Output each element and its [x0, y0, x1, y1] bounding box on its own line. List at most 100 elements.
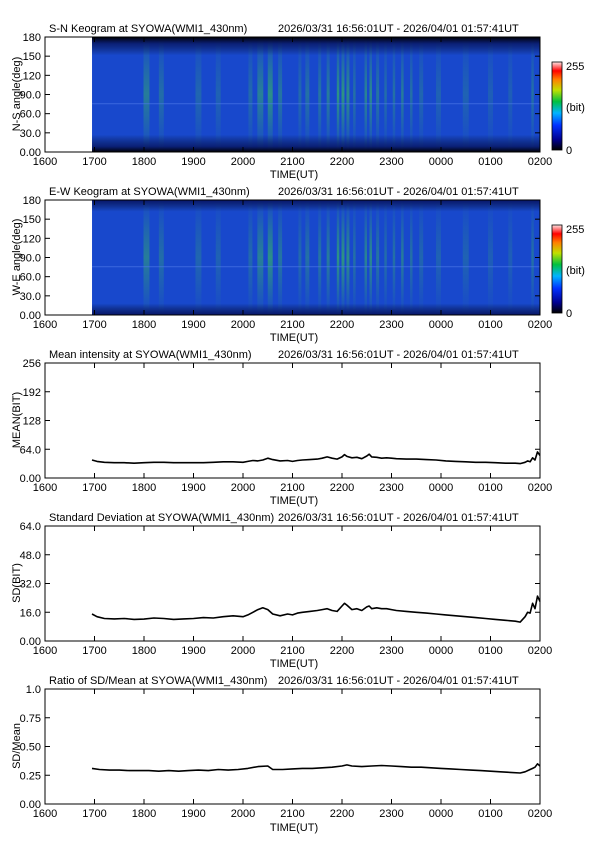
mean-intensity-x-tick-label: 2000	[231, 482, 255, 494]
mean-intensity-x-tick-label: 1700	[82, 482, 106, 494]
std-dev-y-tick-label: 48.0	[20, 550, 41, 562]
ew-keogram-x-tick-label: 2300	[379, 319, 403, 331]
ratio-x-tick-label: 0200	[528, 808, 552, 820]
ratio-x-tick-label: 2000	[231, 808, 255, 820]
sn-keogram-image	[92, 37, 541, 152]
sn-keogram-y-tick-label: 90.0	[20, 90, 41, 102]
ratio-x-tick-label: 2200	[330, 808, 354, 820]
ew-keogram-x-tick-label: 2100	[280, 319, 304, 331]
sn-keogram-y-tick-label: 60.0	[20, 109, 41, 121]
std-dev-ylabel: SD(BIT)	[11, 563, 23, 603]
mean-intensity-y-tick-label: 192	[23, 387, 41, 399]
std-dev-x-tick-label: 0000	[429, 645, 453, 657]
std-dev-series	[91, 595, 541, 623]
std-dev-y-tick-label: 64.0	[20, 521, 41, 533]
sn-colorbar-unit: (bit)	[566, 102, 585, 114]
ew-keogram-x-tick-label: 0000	[429, 319, 453, 331]
ew-keogram-edge-shading	[92, 200, 541, 315]
ew-keogram-y-tick-label: 60.0	[20, 272, 41, 284]
mean-intensity-title: Mean intensity at SYOWA(WMI1_430nm)	[49, 349, 252, 361]
ratio-ylabel: SD/Mean	[11, 723, 23, 769]
std-dev-y-tick-label: 32.0	[20, 579, 41, 591]
ratio-y-tick-label: 0.75	[20, 713, 41, 725]
std-dev-x-tick-label: 1600	[33, 645, 57, 657]
mean-intensity-x-tick-label: 0200	[528, 482, 552, 494]
sn-keogram-ylabel: N-S angle(deg)	[11, 57, 23, 132]
sn-keogram-y-tick-label: 150	[23, 51, 41, 63]
sn-keogram: S-N Keogram at SYOWA(WMI1_430nm) 2026/03…	[11, 23, 585, 168]
sn-keogram-x-tick-label: 0000	[429, 156, 453, 168]
ratio-x-tick-label: 1900	[181, 808, 205, 820]
std-dev-x-tick-label: 2100	[280, 645, 304, 657]
mean-intensity-y-tick-label: 64.0	[20, 444, 41, 456]
mean-intensity-x-tick-label: 0000	[429, 482, 453, 494]
ratio-x-tick-label: 1600	[33, 808, 57, 820]
std-dev-x-tick-label: 0200	[528, 645, 552, 657]
ew-keogram-x-tick-label: 2200	[330, 319, 354, 331]
sn-keogram-x-tick-label: 2300	[379, 156, 403, 168]
ew-keogram-y-tick-label: 90.0	[20, 253, 41, 265]
sn-keogram-x-tick-label: 1900	[181, 156, 205, 168]
std-dev-y-ticks: 0.00 16.0 32.0 48.0 64.0	[20, 521, 540, 648]
sn-keogram-y-tick-label: 180	[23, 32, 41, 44]
ew-keogram-x-tick-label: 2000	[231, 319, 255, 331]
ew-keogram-ylabel: W-E angle(deg)	[11, 219, 23, 296]
sn-colorbar-max: 255	[566, 61, 584, 73]
ratio-series	[91, 762, 541, 774]
std-dev-x-tick-label: 1900	[181, 645, 205, 657]
mean-intensity-chart: Mean intensity at SYOWA(WMI1_430nm) 2026…	[11, 349, 552, 507]
ew-keogram-x-tick-label: 1800	[132, 319, 156, 331]
sn-keogram-xlabel: TIME(UT)	[270, 169, 318, 181]
std-dev-y-tick-label: 16.0	[20, 607, 41, 619]
ratio-y-ticks: 0.00 0.25 0.50 0.75 1.0	[20, 684, 540, 811]
ew-keogram-image	[92, 200, 541, 315]
mean-intensity-y-ticks: 0.00 64.0 128 192 256	[20, 358, 540, 485]
ew-keogram-xlabel: TIME(UT)	[270, 332, 318, 344]
mean-intensity-x-tick-label: 1900	[181, 482, 205, 494]
std-dev-line	[91, 595, 541, 623]
ew-keogram-y-tick-label: 150	[23, 214, 41, 226]
ratio-x-tick-label: 1700	[82, 808, 106, 820]
std-dev-x-ticks: 1600 1700 1800 1900 2000 2100 2200 2300 0000 0100…	[33, 526, 552, 657]
mean-intensity-line	[91, 451, 541, 465]
sn-keogram-y-ticks: 0.00 30.0 60.0 90.0 120 150 180	[20, 32, 540, 159]
ew-keogram-y-tick-label: 120	[23, 233, 41, 245]
ratio-y-tick-label: 0.50	[20, 742, 41, 754]
ratio-y-tick-label: 1.0	[26, 684, 41, 696]
std-dev-x-tick-label: 2300	[379, 645, 403, 657]
ew-keogram-x-tick-label: 1900	[181, 319, 205, 331]
mean-intensity-y-tick-label: 0.00	[20, 473, 41, 485]
ratio-time-range: 2026/03/31 16:56:01UT - 2026/04/01 01:57…	[278, 675, 519, 687]
mean-intensity-y-tick-label: 256	[23, 358, 41, 370]
sn-keogram-x-tick-label: 1800	[132, 156, 156, 168]
mean-intensity-y-tick-label: 128	[23, 416, 41, 428]
ratio-line	[91, 762, 541, 774]
std-dev-x-tick-label: 1700	[82, 645, 106, 657]
ew-keogram-title: E-W Keogram at SYOWA(WMI1_430nm)	[49, 186, 250, 198]
ratio-y-tick-label: 0.00	[20, 799, 41, 811]
sn-keogram-x-tick-label: 2200	[330, 156, 354, 168]
ratio-frame	[44, 688, 541, 805]
mean-intensity-x-tick-label: 2100	[280, 482, 304, 494]
mean-intensity-ylabel: MEAN(BIT)	[11, 392, 23, 448]
std-dev-frame	[44, 525, 541, 642]
sn-keogram-x-ticks: 1600 1700 1800 1900 2000 2100 2200 2300 0000 0100…	[33, 37, 552, 168]
ew-keogram-y-ticks: 0.00 30.0 60.0 90.0 120 150 180	[20, 195, 540, 322]
ew-keogram-x-tick-label: 1700	[82, 319, 106, 331]
ew-keogram-time-range: 2026/03/31 16:56:01UT - 2026/04/01 01:57…	[278, 186, 519, 198]
std-dev-x-tick-label: 1800	[132, 645, 156, 657]
mean-intensity-x-tick-label: 0100	[478, 482, 502, 494]
ew-colorbar	[551, 224, 563, 314]
sn-keogram-edge-shading	[92, 37, 541, 152]
sn-keogram-x-tick-label: 0200	[528, 156, 552, 168]
std-dev-x-tick-label: 2200	[330, 645, 354, 657]
mean-intensity-x-tick-label: 2200	[330, 482, 354, 494]
ew-keogram-y-tick-label: 30.0	[20, 291, 41, 303]
std-dev-y-tick-label: 0.00	[20, 636, 41, 648]
ratio-x-tick-label: 1800	[132, 808, 156, 820]
mean-intensity-x-tick-label: 1800	[132, 482, 156, 494]
ew-colorbar-min: 0	[566, 308, 572, 320]
ratio-x-tick-label: 2300	[379, 808, 403, 820]
sn-keogram-x-tick-label: 2100	[280, 156, 304, 168]
